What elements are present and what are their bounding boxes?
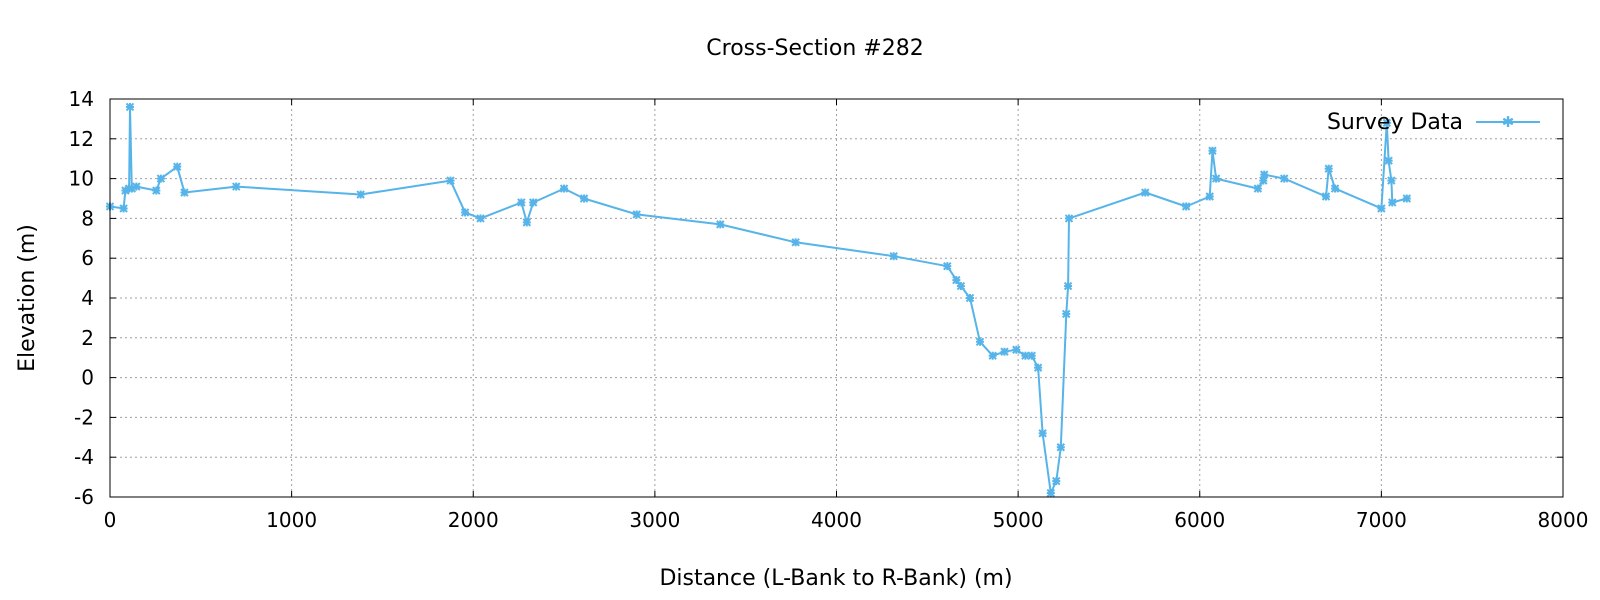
- x-tick-label: 2000: [448, 508, 499, 532]
- data-point: [1211, 174, 1221, 183]
- x-tick-label: 7000: [1356, 508, 1407, 532]
- data-point: [1052, 476, 1061, 486]
- data-point: [559, 184, 569, 193]
- data-point: [1387, 176, 1396, 185]
- legend: Survey Data ✱: [1327, 110, 1540, 135]
- data-point: [1382, 118, 1392, 128]
- data-point: [460, 208, 470, 217]
- data-point: [1064, 214, 1074, 223]
- data-point: [1141, 188, 1150, 197]
- data-point: [132, 182, 141, 191]
- data-point: [1253, 184, 1263, 193]
- data-point: [1402, 194, 1412, 203]
- data-point: [1279, 174, 1289, 183]
- y-tick-label: 4: [81, 286, 94, 310]
- data-point: [1260, 170, 1269, 179]
- legend-marker: ✱: [1502, 113, 1515, 131]
- data-point: [1324, 164, 1333, 173]
- data-point: [1377, 204, 1386, 213]
- data-point: [716, 220, 725, 229]
- data-point: [791, 238, 800, 247]
- data-point: [1330, 184, 1340, 193]
- y-tick-label: 6: [81, 246, 94, 270]
- data-point: [528, 198, 538, 207]
- data-point: [1021, 351, 1030, 360]
- data-point: [975, 337, 985, 346]
- data-point: [1027, 351, 1036, 360]
- data-point: [943, 261, 952, 271]
- legend-label: Survey Data: [1327, 110, 1463, 135]
- data-point: [119, 204, 128, 213]
- data-point: [956, 281, 966, 291]
- data-point: [1063, 281, 1073, 291]
- grid: [110, 99, 1563, 497]
- y-tick-label: 2: [81, 326, 94, 350]
- data-point: [1033, 363, 1043, 372]
- y-axis-label: Elevation (m): [15, 224, 40, 372]
- data-point: [1046, 488, 1056, 498]
- x-tick-label: 1000: [266, 508, 317, 532]
- data-point: [156, 174, 166, 183]
- data-point: [965, 293, 975, 303]
- data-point: [446, 176, 455, 185]
- data-point: [1012, 345, 1021, 354]
- y-tick-label: -6: [74, 485, 94, 509]
- data-point: [152, 186, 161, 195]
- x-axis-label: Distance (L-Bank to R-Bank) (m): [659, 566, 1012, 591]
- x-tick-label: 3000: [629, 508, 680, 532]
- data-point: [889, 252, 898, 261]
- x-tick-label: 6000: [1174, 508, 1225, 532]
- data-point: [579, 194, 589, 203]
- x-tick-label: 8000: [1538, 508, 1589, 532]
- data-point: [1181, 202, 1191, 211]
- y-tick-label: -4: [74, 445, 94, 469]
- y-tick-label: -2: [74, 405, 94, 429]
- y-tick-label: 8: [81, 206, 94, 230]
- ticks: 0 1000 2000 3000 4000 5000 6000 7000 8000 -6 -4 -2 0…: [69, 87, 1589, 532]
- data-point: [632, 210, 641, 219]
- data-point: [952, 275, 961, 285]
- data-point: [1388, 198, 1397, 207]
- chart-title: Cross-Section #282: [706, 36, 923, 61]
- y-tick-label: 10: [69, 167, 94, 191]
- data-point: [180, 188, 189, 197]
- y-tick-label: 0: [81, 366, 94, 390]
- data-point: [1000, 347, 1009, 356]
- data-point: [1205, 192, 1214, 201]
- data-point: [172, 162, 182, 171]
- data-point: [517, 198, 526, 207]
- data-point: [125, 102, 135, 112]
- data-point: [988, 351, 997, 360]
- data-point: [522, 218, 532, 227]
- data-point: [1062, 309, 1071, 319]
- data-point: [1038, 429, 1047, 438]
- data-point: [1208, 146, 1217, 155]
- series-line: [109, 106, 1408, 494]
- y-tick-label: 14: [69, 87, 94, 111]
- data-point: [232, 182, 241, 191]
- data-point: [1384, 156, 1393, 165]
- y-tick-label: 12: [69, 127, 94, 151]
- data-point: [1056, 443, 1066, 452]
- x-tick-label: 4000: [811, 508, 862, 532]
- data-point: [476, 214, 485, 223]
- x-tick-label: 5000: [993, 508, 1044, 532]
- data-point: [356, 190, 365, 199]
- data-point: [1321, 192, 1331, 201]
- series-layer: [105, 102, 1412, 498]
- x-tick-label: 0: [104, 508, 117, 532]
